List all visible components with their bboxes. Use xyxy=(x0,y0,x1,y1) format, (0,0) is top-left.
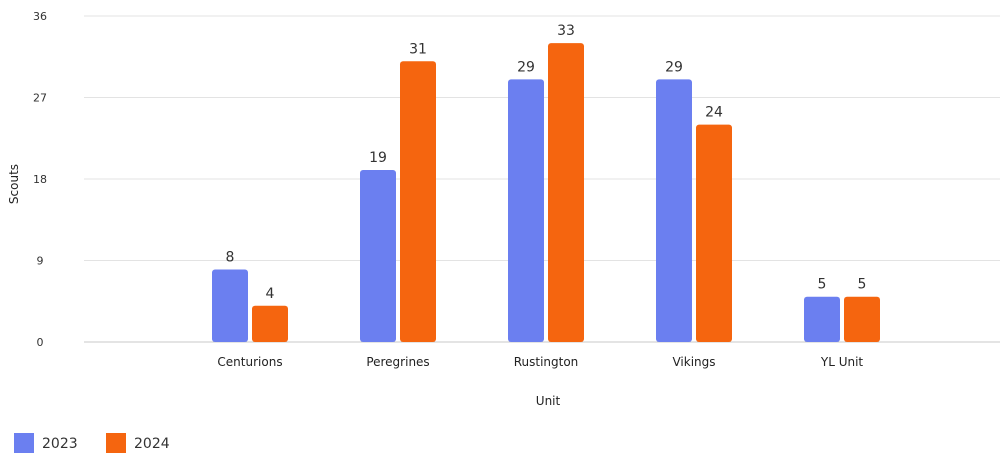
legend-label-2023: 2023 xyxy=(42,436,78,452)
y-tick-label: 36 xyxy=(33,10,47,23)
y-axis-title: Scouts xyxy=(7,164,21,204)
bar-2023-centurions xyxy=(212,269,248,342)
data-label: 19 xyxy=(369,150,387,166)
x-axis-title: Unit xyxy=(536,394,561,408)
legend-swatch-2024 xyxy=(106,433,126,453)
legend-label-2024: 2024 xyxy=(134,436,170,452)
x-category-label: Centurions xyxy=(217,355,282,369)
data-label: 4 xyxy=(266,286,275,302)
bars xyxy=(212,43,880,343)
bar-2024-vikings xyxy=(696,124,732,343)
bar-2024-rustington xyxy=(548,43,584,343)
bar-2023-rustington xyxy=(508,79,544,342)
legend-swatch-2023 xyxy=(14,433,34,453)
y-tick-label: 0 xyxy=(37,336,44,349)
data-label: 31 xyxy=(409,41,427,57)
x-category-label: Peregrines xyxy=(366,355,429,369)
bar-2024-centurions xyxy=(252,305,288,342)
legend: 2023 2024 xyxy=(14,433,170,453)
y-tick-label: 9 xyxy=(37,255,44,268)
data-label: 29 xyxy=(517,59,535,75)
bar-2023-peregrines xyxy=(360,169,396,342)
data-label: 24 xyxy=(705,105,723,121)
y-tick-label: 27 xyxy=(33,92,47,105)
y-axis-ticks: 0 9 18 27 36 xyxy=(33,10,47,349)
x-category-label: Rustington xyxy=(514,355,579,369)
bar-2024-yl-unit xyxy=(844,296,880,342)
data-label: 5 xyxy=(858,277,867,293)
data-label: 33 xyxy=(557,23,575,39)
x-category-label: Vikings xyxy=(672,355,715,369)
data-label: 5 xyxy=(818,277,827,293)
data-label: 8 xyxy=(226,250,235,266)
x-category-label: YL Unit xyxy=(820,355,864,369)
bar-2023-vikings xyxy=(656,79,692,342)
bar-2024-peregrines xyxy=(400,61,436,343)
data-labels: 8 4 19 31 29 33 29 24 5 5 xyxy=(226,23,867,302)
y-tick-label: 18 xyxy=(33,173,47,186)
data-label: 29 xyxy=(665,59,683,75)
x-axis-categories: Centurions Peregrines Rustington Vikings YL … xyxy=(217,355,863,369)
bar-2023-yl-unit xyxy=(804,296,840,342)
